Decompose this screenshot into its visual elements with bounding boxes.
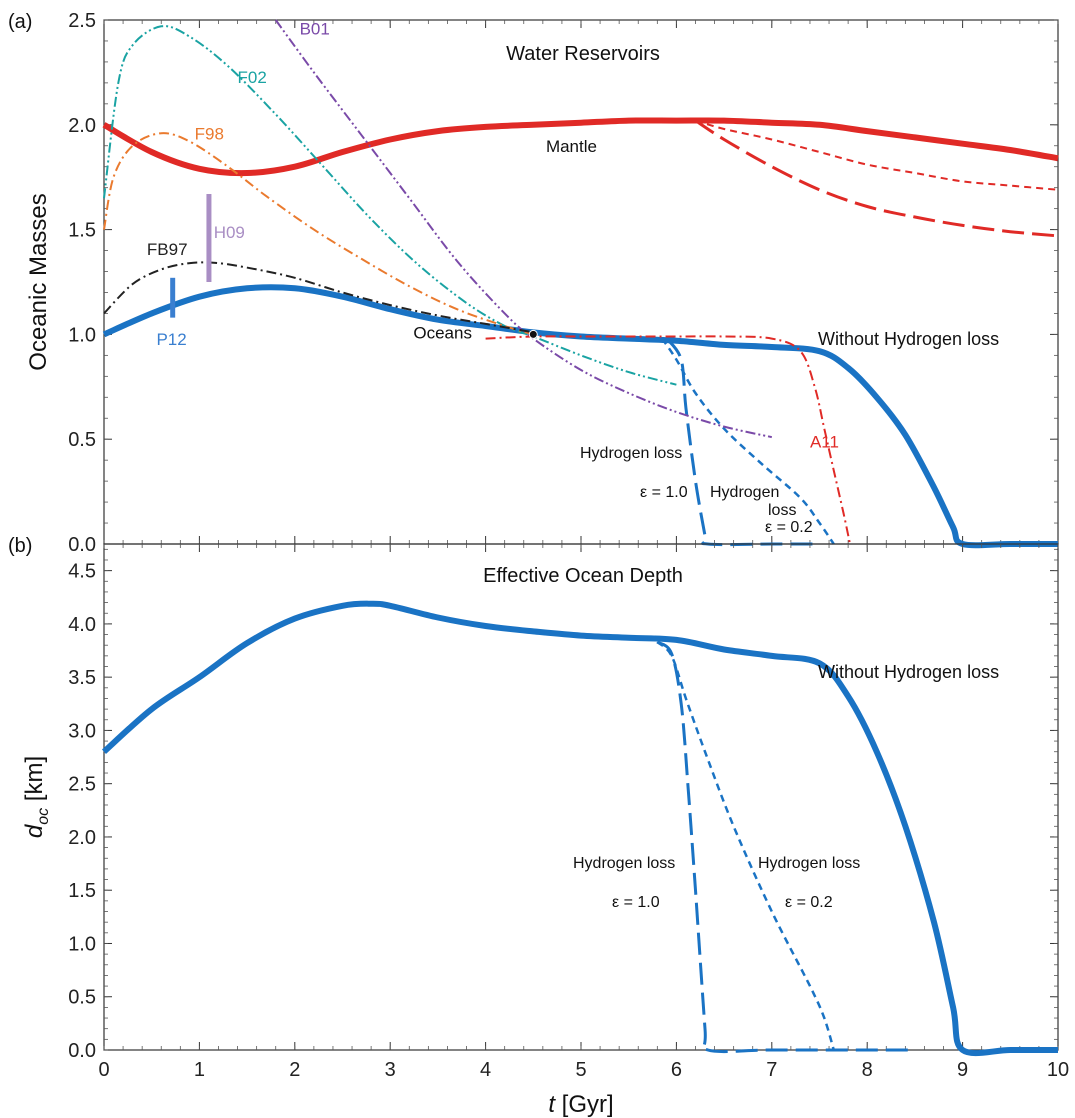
p12-label: P12: [156, 330, 186, 349]
x-tick-label: 8: [862, 1059, 873, 1081]
x-tick-label: 0: [98, 1059, 109, 1081]
y-tick-label: 4.0: [68, 614, 96, 636]
panel-b-short-dash-2-series-line: [656, 641, 835, 1051]
panel-a-error-bars: [170, 193, 212, 318]
panel-a-title: Water Reservoirs: [506, 43, 660, 65]
panel-a-mantle-series-line: [102, 117, 1059, 177]
panel-a-f98-series-line: [103, 132, 534, 336]
panel-a-hloss-right-label-1: Hydrogen: [710, 484, 779, 501]
y-tick-label: 0.0: [68, 1040, 96, 1062]
x-tick-label: 4: [480, 1059, 491, 1081]
x-tick-label: 10: [1047, 1059, 1069, 1081]
panel-a-y-axis-label: Oceanic Masses: [25, 193, 52, 370]
y-tick-label: 1.5: [68, 220, 96, 242]
panel-a-ticks: 0.0 0.5 1.0 1.5 2.0 2.5: [68, 10, 1059, 556]
h09-label: H09: [214, 223, 245, 242]
y-tick-label: 0.5: [68, 987, 96, 1009]
oceans-label: Oceans: [413, 324, 472, 343]
panel-a-long-dash-2-series-line: [694, 119, 1059, 238]
x-tick-label: 1: [194, 1059, 205, 1081]
panel-a-fb97-series-line: [103, 261, 534, 334]
panel-b-hloss-right-label: Hydrogen loss: [758, 855, 860, 872]
panel-b-series: [102, 600, 1058, 1057]
y-tick-label: 1.0: [68, 933, 96, 955]
panel-a-short-dash-1-series-line: [695, 119, 1059, 191]
panel-a-long-dash-4-series-line: [665, 337, 820, 547]
panel-b-without-hloss-label: Without Hydrogen loss: [818, 662, 999, 682]
a11-label: A11: [810, 433, 839, 452]
y-tick-label: 2.0: [68, 827, 96, 849]
panel-b-hloss-left-label: Hydrogen loss: [573, 855, 675, 872]
panel-b-solid-0-series-line: [102, 600, 1058, 1057]
panel-a-eps-right-label: ε = 0.2: [765, 519, 813, 536]
y-tick-label: 4.5: [68, 561, 96, 583]
panel-b-ticks: 0.0 0.5 1.0 1.5 2.0 2.5 3.0 3.5 4.0 4.5 0 1 2 3 4 5 6 7 8 9…: [68, 544, 1069, 1081]
panel-b-title: Effective Ocean Depth: [483, 565, 683, 587]
x-tick-label: 5: [575, 1059, 586, 1081]
y-tick-label: 2.5: [68, 774, 96, 796]
y-tick-label: 3.5: [68, 667, 96, 689]
y-tick-label: 0.5: [68, 429, 96, 451]
panel-a-frame: [103, 19, 1059, 545]
y-tick-label: 1.5: [68, 880, 96, 902]
panel-a-hloss-right-label-2: loss: [768, 502, 796, 519]
panel-a-short-dash-5-series-line: [661, 337, 835, 545]
x-tick-label: 7: [766, 1059, 777, 1081]
panel-a-series: [102, 19, 1059, 549]
x-tick-label: 9: [957, 1059, 968, 1081]
x-tick-label: 3: [385, 1059, 396, 1081]
y-tick-label: 0.0: [68, 534, 96, 556]
panel-a-series-labels: Mantle Oceans B01 F02 F98 FB97 A11 H09 P12: [147, 20, 839, 452]
panel-b-long-dash-1-series-line: [656, 640, 915, 1054]
panel-b-frame: [103, 543, 1059, 1051]
panel-b-eps-left-label: ε = 1.0: [612, 894, 660, 911]
panel-a-b01-series-line: [274, 19, 773, 439]
panel-a-oceans-series-line: [102, 284, 1058, 549]
panel-b-eps-right-label: ε = 0.2: [785, 894, 833, 911]
panel-a-a11-series-line: [485, 335, 851, 545]
mantle-label: Mantle: [546, 137, 597, 156]
fb97-label: FB97: [147, 240, 188, 259]
y-tick-label: 2.0: [68, 115, 96, 137]
panel-b: (b) Effective Ocean Depth doc [km] 0.00.…: [8, 535, 1069, 1118]
panel-a-eps-left-label: ε = 1.0: [640, 484, 688, 501]
y-tick-label: 1.0: [68, 324, 96, 346]
panel-a-hloss-left-label: Hydrogen loss: [580, 445, 682, 462]
b01-label: B01: [300, 20, 330, 39]
reference-point-marker: [528, 329, 538, 339]
panel-a-f02-series-line: [103, 25, 677, 386]
panel-a-label: (a): [8, 11, 32, 33]
x-tick-label: 2: [289, 1059, 300, 1081]
panel-b-label: (b): [8, 535, 32, 557]
panel-a-without-hloss-label: Without Hydrogen loss: [818, 329, 999, 349]
f02-label: F02: [238, 68, 267, 87]
f98-label: F98: [195, 124, 224, 143]
y-tick-label: 3.0: [68, 720, 96, 742]
x-tick-label: 6: [671, 1059, 682, 1081]
panel-b-y-axis-label: doc [km]: [21, 756, 52, 838]
panel-a: (a) Water Reservoirs Oceanic Masses 0.00…: [8, 10, 1059, 556]
y-tick-label: 2.5: [68, 10, 96, 32]
x-axis-label: t [Gyr]: [548, 1091, 613, 1118]
